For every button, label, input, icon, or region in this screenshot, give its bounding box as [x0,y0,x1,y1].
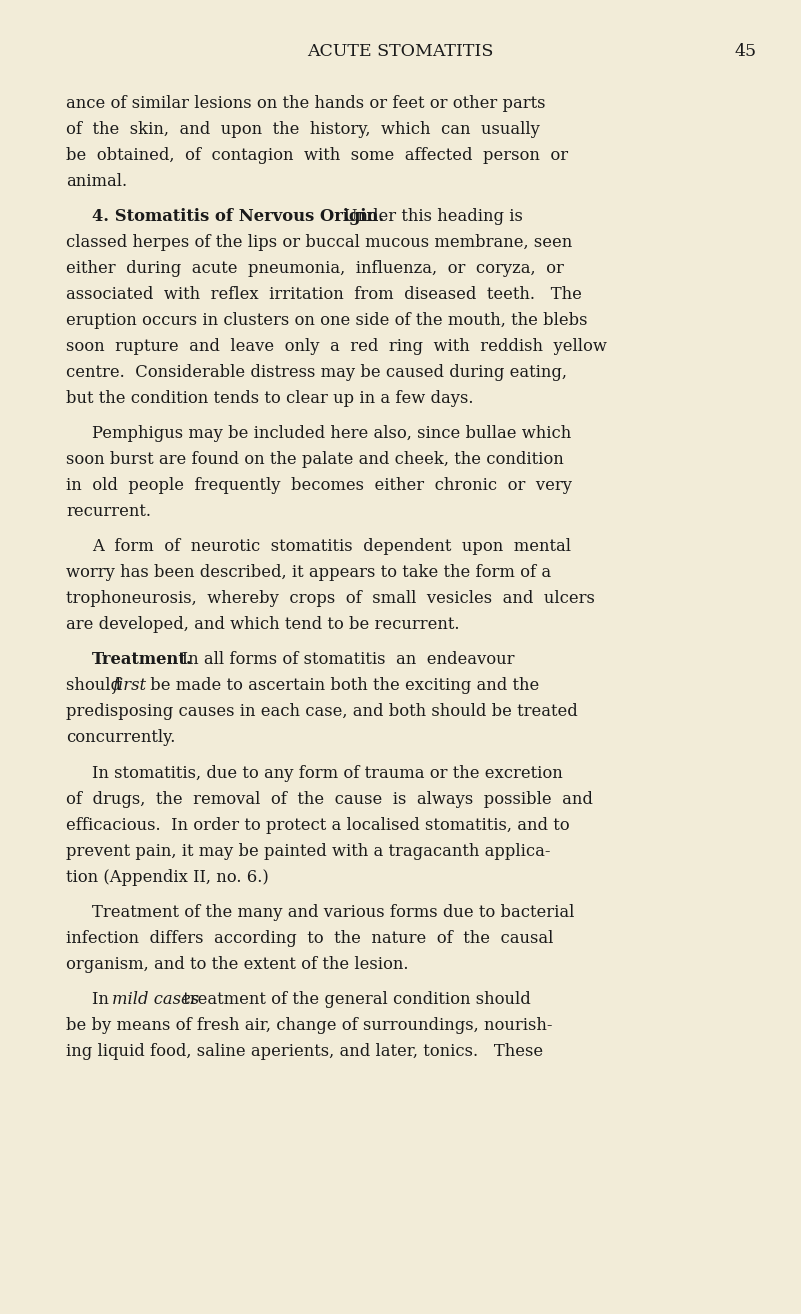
Text: but the condition tends to clear up in a few days.: but the condition tends to clear up in a… [66,390,474,407]
Text: tion (Appendix II, no. 6.): tion (Appendix II, no. 6.) [66,869,269,886]
Text: concurrently.: concurrently. [66,729,176,746]
Text: be made to ascertain both the exciting and the: be made to ascertain both the exciting a… [145,678,540,694]
Text: either  during  acute  pneumonia,  influenza,  or  coryza,  or: either during acute pneumonia, influenza… [66,260,565,277]
Text: In stomatitis, due to any form of trauma or the excretion: In stomatitis, due to any form of trauma… [92,765,563,782]
Text: predisposing causes in each case, and both should be treated: predisposing causes in each case, and bo… [66,703,578,720]
Text: associated  with  reflex  irritation  from  diseased  teeth.   The: associated with reflex irritation from d… [66,286,582,302]
Text: animal.: animal. [66,172,127,189]
Text: Under this heading is: Under this heading is [328,208,522,225]
Text: soon  rupture  and  leave  only  a  red  ring  with  reddish  yellow: soon rupture and leave only a red ring w… [66,338,607,355]
Text: Pemphigus may be included here also, since bullae which: Pemphigus may be included here also, sin… [92,424,571,442]
Text: are developed, and which tend to be recurrent.: are developed, and which tend to be recu… [66,616,460,633]
Text: 4. Stomatitis of Nervous Origin.: 4. Stomatitis of Nervous Origin. [92,208,384,225]
Text: be  obtained,  of  contagion  with  some  affected  person  or: be obtained, of contagion with some affe… [66,147,569,164]
Text: be by means of fresh air, change of surroundings, nourish-: be by means of fresh air, change of surr… [66,1017,553,1034]
Text: trophoneurosis,  whereby  crops  of  small  vesicles  and  ulcers: trophoneurosis, whereby crops of small v… [66,590,595,607]
Text: classed herpes of the lips or buccal mucous membrane, seen: classed herpes of the lips or buccal muc… [66,234,573,251]
Text: of  drugs,  the  removal  of  the  cause  is  always  possible  and: of drugs, the removal of the cause is al… [66,791,594,808]
Text: efficacious.  In order to protect a localised stomatitis, and to: efficacious. In order to protect a local… [66,816,570,833]
Text: mild cases: mild cases [112,991,199,1008]
Text: worry has been described, it appears to take the form of a: worry has been described, it appears to … [66,564,552,581]
Text: of  the  skin,  and  upon  the  history,  which  can  usually: of the skin, and upon the history, which… [66,121,541,138]
Text: Treatment of the many and various forms due to bacterial: Treatment of the many and various forms … [92,904,574,921]
Text: ing liquid food, saline aperients, and later, tonics.   These: ing liquid food, saline aperients, and l… [66,1043,544,1060]
Text: in  old  people  frequently  becomes  either  chronic  or  very: in old people frequently becomes either … [66,477,573,494]
Text: 45: 45 [735,43,757,60]
Text: first: first [112,678,147,694]
Text: centre.  Considerable distress may be caused during eating,: centre. Considerable distress may be cau… [66,364,567,381]
Text: organism, and to the extent of the lesion.: organism, and to the extent of the lesio… [66,955,409,972]
Text: Treatment.: Treatment. [92,652,193,669]
Text: In: In [92,991,115,1008]
Text: should: should [66,678,127,694]
Text: eruption occurs in clusters on one side of the mouth, the blebs: eruption occurs in clusters on one side … [66,311,588,328]
Text: recurrent.: recurrent. [66,503,151,520]
Text: treatment of the general condition should: treatment of the general condition shoul… [178,991,530,1008]
Text: In all forms of stomatitis  an  endeavour: In all forms of stomatitis an endeavour [166,652,514,669]
Text: ACUTE STOMATITIS: ACUTE STOMATITIS [308,43,493,60]
Text: prevent pain, it may be painted with a tragacanth applica-: prevent pain, it may be painted with a t… [66,842,551,859]
Text: ance of similar lesions on the hands or feet or other parts: ance of similar lesions on the hands or … [66,95,546,112]
Text: A  form  of  neurotic  stomatitis  dependent  upon  mental: A form of neurotic stomatitis dependent … [92,539,571,556]
Text: soon burst are found on the palate and cheek, the condition: soon burst are found on the palate and c… [66,451,564,468]
Text: infection  differs  according  to  the  nature  of  the  causal: infection differs according to the natur… [66,930,553,947]
